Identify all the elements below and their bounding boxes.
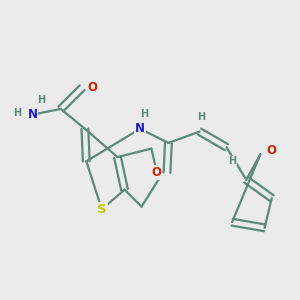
Text: S: S [97,203,107,216]
Text: H: H [228,156,236,166]
Text: N: N [135,122,145,135]
Text: O: O [87,81,97,94]
Text: N: N [28,108,38,121]
Text: O: O [151,166,161,179]
Text: H: H [197,112,205,122]
Text: H: H [37,95,45,105]
Text: O: O [266,144,276,157]
Text: H: H [140,109,148,119]
Text: H: H [13,108,21,118]
